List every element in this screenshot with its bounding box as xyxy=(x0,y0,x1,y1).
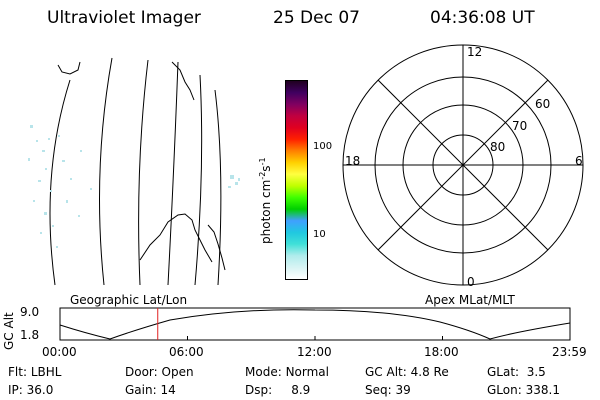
coastline xyxy=(57,61,81,75)
alt-xtick-label: 18:00 xyxy=(424,345,459,359)
alt-plot-frame xyxy=(59,307,571,341)
date-label: 25 Dec 07 xyxy=(273,8,360,28)
apex-label: Apex MLat/MLT xyxy=(425,293,515,307)
meridian-line xyxy=(138,59,149,286)
lat-label-70: 70 xyxy=(512,119,528,133)
mlt-label-6: 6 xyxy=(575,154,583,168)
geographic-label: Geographic Lat/Lon xyxy=(70,293,188,307)
lat-label-80: 80 xyxy=(490,140,506,154)
status-glat: GLat: 3.5 xyxy=(487,365,546,379)
mlt-label-0: 0 xyxy=(467,275,475,289)
time-label: 04:36:08 UT xyxy=(430,8,535,28)
colorbar-tick-10: 10 xyxy=(313,229,326,240)
status-glon: GLon: 338.1 xyxy=(487,383,560,397)
mlt-label-18: 18 xyxy=(345,154,361,168)
instrument-title: Ultraviolet Imager xyxy=(47,8,201,28)
coastline xyxy=(207,224,226,271)
colorbar xyxy=(285,80,308,280)
alt-xtick-label: 06:00 xyxy=(169,345,204,359)
status-dsp: Dsp: 8.9 xyxy=(245,383,311,397)
status-seq: Seq: 39 xyxy=(365,383,411,397)
polar-diagonal xyxy=(377,79,549,251)
meridian-line xyxy=(49,79,71,286)
status-ip: IP: 36.0 xyxy=(8,383,54,397)
meridian-line xyxy=(194,74,203,286)
alt-xtick-label: 12:00 xyxy=(297,345,332,359)
lat-label-60: 60 xyxy=(535,97,551,111)
alt-xtick-label: 00:00 xyxy=(42,345,77,359)
alt-ymin: 1.8 xyxy=(20,328,40,342)
alt-ymax: 9.0 xyxy=(20,305,40,319)
colorbar-gradient xyxy=(286,81,307,279)
coastline xyxy=(171,61,195,101)
meridian-line xyxy=(167,61,179,286)
coastline xyxy=(139,213,213,263)
status-gcalt: GC Alt: 4.8 Re xyxy=(365,365,449,379)
orbit-altitude-curve xyxy=(59,309,571,340)
uv-emission-dots xyxy=(28,125,240,248)
alt-xtick-label: 23:59 xyxy=(552,345,587,359)
status-gain: Gain: 14 xyxy=(125,383,176,397)
colorbar-tick-100: 100 xyxy=(313,141,333,152)
status-mode: Mode: Normal xyxy=(245,365,329,379)
mlt-label-12: 12 xyxy=(467,45,483,59)
meridian-line xyxy=(214,89,222,286)
status-door: Door: Open xyxy=(125,365,194,379)
status-flt: Flt: LBHL xyxy=(8,365,62,379)
meridian-line xyxy=(99,57,113,286)
